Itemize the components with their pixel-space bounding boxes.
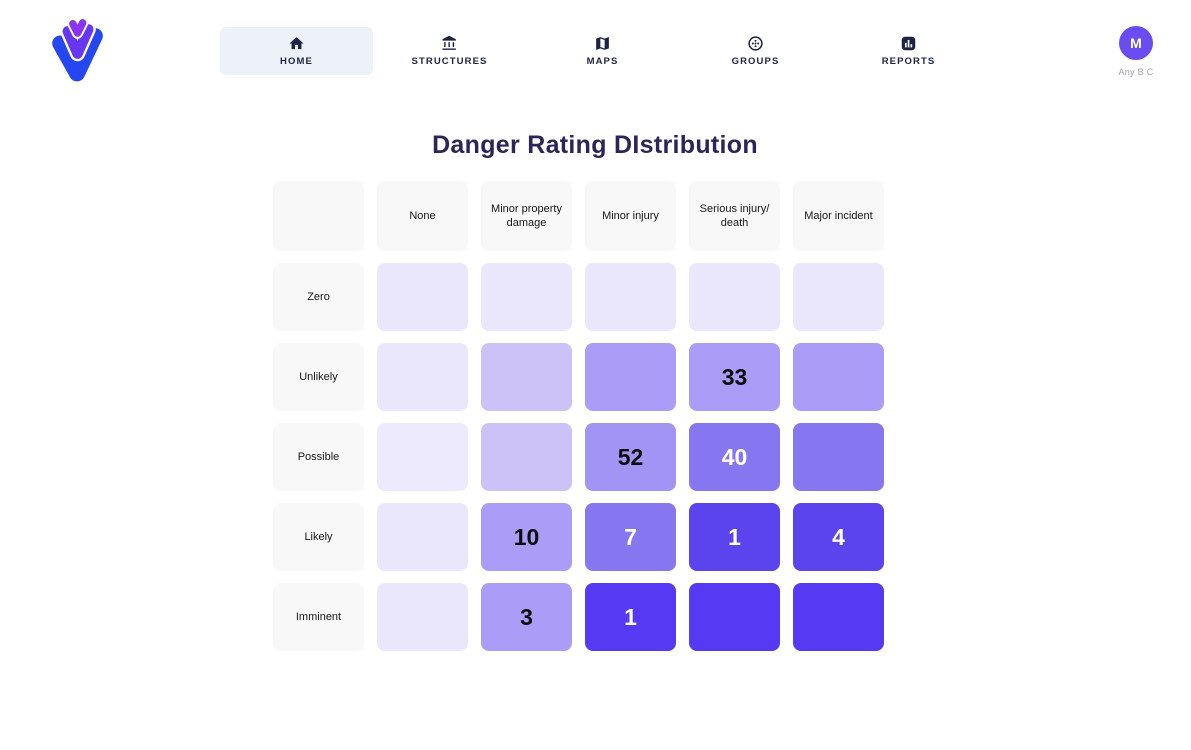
matrix-cell: 10	[481, 503, 572, 571]
matrix-cell	[793, 263, 884, 331]
matrix-cell	[481, 343, 572, 411]
matrix-cell	[793, 423, 884, 491]
main-content: Danger Rating DIstribution None Minor pr…	[273, 131, 917, 651]
matrix-cell	[585, 343, 676, 411]
matrix-cell	[585, 263, 676, 331]
user-menu: M Any B C	[1101, 26, 1171, 77]
user-name: Any B C	[1118, 67, 1154, 77]
matrix-cell	[377, 423, 468, 491]
nav-item-label: STRUCTURES	[411, 56, 488, 67]
top-nav: HOME STRUCTURES MAPS GROUPS	[0, 0, 1191, 100]
column-header-none: None	[377, 181, 468, 251]
matrix-cell: 1	[689, 503, 780, 571]
main-nav: HOME STRUCTURES MAPS GROUPS	[220, 27, 985, 75]
home-icon	[289, 37, 304, 50]
column-header-minor-property-damage: Minor property damage	[481, 181, 572, 251]
nav-item-groups[interactable]: GROUPS	[679, 27, 832, 75]
matrix-corner-cell	[273, 181, 364, 251]
avatar[interactable]: M	[1119, 26, 1153, 60]
column-header-serious-injury-death: Serious injury/ death	[689, 181, 780, 251]
nav-item-maps[interactable]: MAPS	[526, 27, 679, 75]
matrix-cell	[793, 343, 884, 411]
matrix-cell	[481, 263, 572, 331]
column-header-minor-injury: Minor injury	[585, 181, 676, 251]
matrix-cell	[689, 583, 780, 651]
row-header-zero: Zero	[273, 263, 364, 331]
nav-item-label: MAPS	[586, 56, 619, 67]
column-header-major-incident: Major incident	[793, 181, 884, 251]
row-header-likely: Likely	[273, 503, 364, 571]
maps-icon	[596, 37, 609, 50]
matrix-cell	[377, 503, 468, 571]
row-header-possible: Possible	[273, 423, 364, 491]
app-logo-icon	[52, 17, 103, 82]
matrix-cell: 33	[689, 343, 780, 411]
structures-icon	[442, 35, 456, 50]
matrix-cell: 1	[585, 583, 676, 651]
page-title: Danger Rating DIstribution	[432, 131, 758, 159]
matrix-cell: 40	[689, 423, 780, 491]
nav-item-label: REPORTS	[881, 56, 936, 67]
danger-rating-matrix: None Minor property damage Minor injury …	[273, 181, 917, 651]
row-header-unlikely: Unlikely	[273, 343, 364, 411]
row-header-imminent: Imminent	[273, 583, 364, 651]
nav-item-structures[interactable]: STRUCTURES	[373, 27, 526, 75]
matrix-cell: 4	[793, 503, 884, 571]
matrix-cell	[377, 343, 468, 411]
matrix-cell	[689, 263, 780, 331]
matrix-cell	[377, 263, 468, 331]
matrix-cell	[481, 423, 572, 491]
groups-icon	[748, 36, 763, 51]
matrix-cell: 3	[481, 583, 572, 651]
matrix-cell: 7	[585, 503, 676, 571]
matrix-cell	[377, 583, 468, 651]
reports-icon	[901, 36, 916, 51]
matrix-cell: 52	[585, 423, 676, 491]
nav-item-home[interactable]: HOME	[220, 27, 373, 75]
matrix-cell	[793, 583, 884, 651]
nav-item-reports[interactable]: REPORTS	[832, 27, 985, 75]
nav-item-label: HOME	[280, 56, 313, 67]
nav-item-label: GROUPS	[731, 56, 780, 67]
